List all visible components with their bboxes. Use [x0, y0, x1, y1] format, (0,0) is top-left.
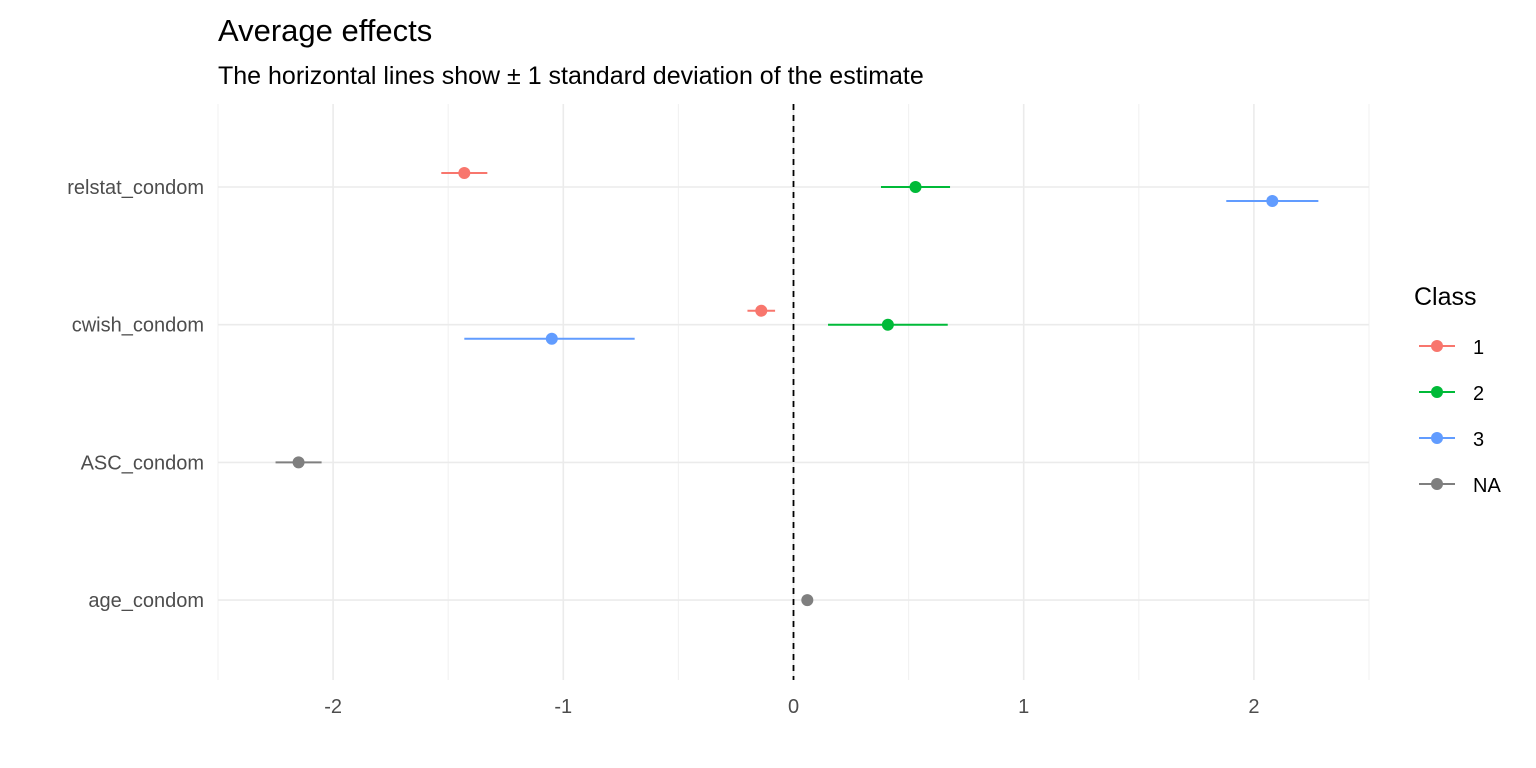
legend-item: 2 — [1419, 383, 1484, 405]
legend-label: 3 — [1473, 429, 1484, 451]
legend-label: 2 — [1473, 383, 1484, 405]
x-tick-label: -1 — [554, 696, 572, 718]
legend-key-point — [1431, 478, 1443, 490]
x-tick-label: 0 — [788, 696, 799, 718]
y-tick-label: cwish_condom — [72, 315, 204, 337]
legend-item: 1 — [1419, 337, 1484, 359]
y-tick-label: relstat_condom — [67, 177, 204, 199]
estimate-point — [1266, 195, 1279, 207]
legend-item: 3 — [1419, 429, 1484, 451]
legend-key-point — [1431, 432, 1443, 444]
estimate-point — [909, 181, 922, 193]
plot-panel — [217, 104, 1370, 680]
x-tick-label: -2 — [324, 696, 342, 718]
estimate-point — [545, 332, 558, 345]
x-tick-label: 2 — [1248, 696, 1259, 718]
legend-key-point — [1431, 386, 1443, 398]
estimate-point — [458, 167, 471, 179]
legend-items: 1 2 3 NA — [1419, 337, 1501, 497]
y-axis: relstat_condom cwish_condom ASC_condom age_… — [67, 177, 204, 612]
chart-title: Average effects — [218, 13, 432, 48]
y-tick-label: ASC_condom — [81, 452, 204, 474]
chart-subtitle: The horizontal lines show ± 1 standard d… — [218, 62, 924, 90]
estimate-point — [881, 318, 894, 331]
y-tick-label: age_condom — [88, 590, 204, 612]
legend-key-point — [1431, 340, 1443, 352]
x-axis: -2 -1 0 1 2 — [324, 696, 1259, 718]
estimate-point — [755, 304, 768, 317]
x-tick-label: 1 — [1018, 696, 1029, 718]
estimate-point — [292, 456, 305, 469]
estimate-point — [801, 594, 814, 607]
legend: Class 1 2 3 NA — [1414, 283, 1501, 497]
legend-title: Class — [1414, 283, 1477, 311]
legend-label: NA — [1473, 475, 1501, 497]
legend-item: NA — [1419, 475, 1501, 497]
legend-label: 1 — [1473, 337, 1484, 359]
data-marks — [275, 167, 1319, 607]
